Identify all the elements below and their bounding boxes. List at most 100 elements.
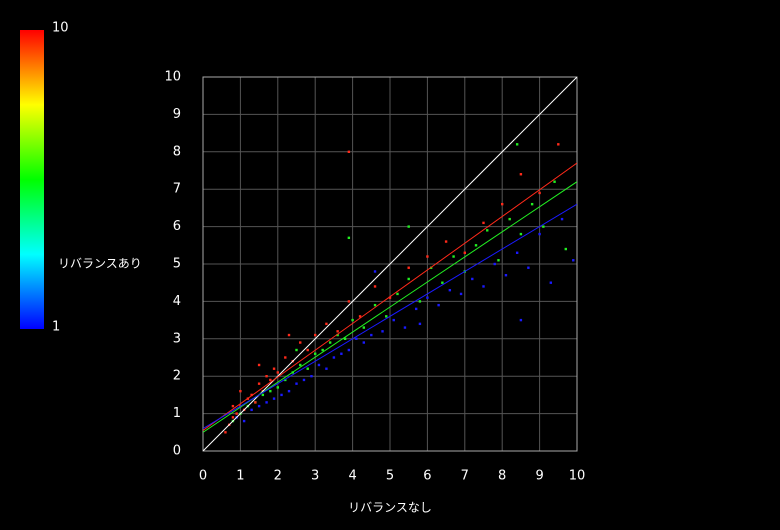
- point: [373, 285, 377, 288]
- x-axis-label: リバランスなし: [348, 501, 432, 515]
- y-tick-label: 6: [173, 219, 181, 234]
- point: [343, 337, 347, 340]
- point: [396, 292, 399, 296]
- point: [306, 348, 309, 352]
- point: [486, 229, 489, 232]
- point: [549, 281, 553, 284]
- point: [471, 277, 474, 281]
- y-tick-label: 9: [173, 107, 181, 122]
- point: [276, 371, 279, 374]
- point: [482, 285, 485, 288]
- point: [515, 143, 519, 146]
- point: [310, 375, 313, 378]
- point: [553, 180, 556, 183]
- point: [370, 333, 373, 337]
- point: [441, 281, 444, 284]
- point: [336, 330, 339, 333]
- point: [362, 341, 366, 344]
- x-tick-label: 8: [498, 469, 506, 484]
- trend-line: [203, 181, 577, 433]
- plot-frame: [202, 76, 578, 452]
- point: [459, 292, 463, 296]
- y-tick-label: 1: [173, 406, 181, 421]
- point: [381, 330, 384, 333]
- point: [426, 255, 429, 258]
- point: [493, 262, 496, 266]
- point: [336, 333, 339, 337]
- point: [362, 326, 366, 329]
- point: [280, 393, 283, 397]
- trend-line: [203, 77, 577, 451]
- point: [392, 318, 395, 322]
- point: [560, 217, 564, 221]
- x-tick-label: 0: [199, 469, 207, 484]
- point: [407, 225, 410, 228]
- point: [295, 382, 298, 385]
- point: [302, 378, 306, 382]
- point: [557, 143, 560, 146]
- point: [504, 274, 508, 277]
- point: [321, 348, 324, 352]
- point: [519, 232, 523, 236]
- colorbar-label: リバランスあり: [58, 257, 142, 271]
- point: [287, 389, 291, 393]
- point: [519, 318, 523, 322]
- point: [224, 431, 227, 434]
- point: [231, 416, 235, 419]
- point: [463, 251, 466, 254]
- point: [351, 318, 354, 322]
- x-tick-label: 6: [423, 469, 431, 484]
- colorbar-tick-label: 10: [52, 21, 69, 36]
- y-tick-label: 0: [173, 444, 181, 459]
- point: [542, 225, 545, 228]
- point: [527, 266, 530, 269]
- y-tick-label: 2: [173, 369, 181, 384]
- point: [299, 341, 302, 344]
- point: [403, 326, 407, 329]
- point: [317, 363, 321, 367]
- x-tick-label: 3: [311, 469, 319, 484]
- colorbar-tick-label: 1: [52, 320, 60, 335]
- point: [340, 352, 343, 355]
- point: [414, 307, 418, 311]
- x-tick-label: 2: [274, 469, 282, 484]
- point: [272, 367, 276, 370]
- point: [239, 389, 242, 393]
- point: [347, 150, 351, 153]
- point: [284, 378, 287, 382]
- point: [452, 255, 455, 258]
- point: [257, 382, 261, 385]
- point: [564, 247, 567, 251]
- x-tick-label: 7: [461, 469, 469, 484]
- point: [482, 221, 485, 225]
- point: [385, 315, 388, 318]
- point: [347, 236, 351, 240]
- point: [538, 232, 541, 236]
- point: [530, 202, 534, 206]
- point: [474, 244, 478, 247]
- y-tick-label: 5: [173, 257, 181, 272]
- point: [501, 202, 504, 206]
- y-tick-label: 7: [173, 182, 181, 197]
- point: [572, 259, 575, 262]
- point: [519, 173, 523, 176]
- point: [269, 389, 272, 393]
- point: [418, 300, 422, 303]
- point: [407, 266, 410, 269]
- point: [314, 352, 317, 355]
- point: [508, 217, 511, 221]
- y-tick-label: 4: [173, 294, 181, 309]
- point: [407, 277, 410, 281]
- point: [254, 401, 257, 404]
- point: [426, 296, 429, 299]
- point: [332, 356, 336, 359]
- point: [325, 367, 328, 370]
- point: [295, 348, 298, 352]
- point: [265, 401, 268, 404]
- x-tick-label: 10: [569, 469, 586, 484]
- point: [448, 288, 452, 292]
- point: [257, 363, 261, 367]
- point: [242, 419, 246, 423]
- y-tick-label: 3: [173, 331, 181, 346]
- point: [347, 348, 351, 352]
